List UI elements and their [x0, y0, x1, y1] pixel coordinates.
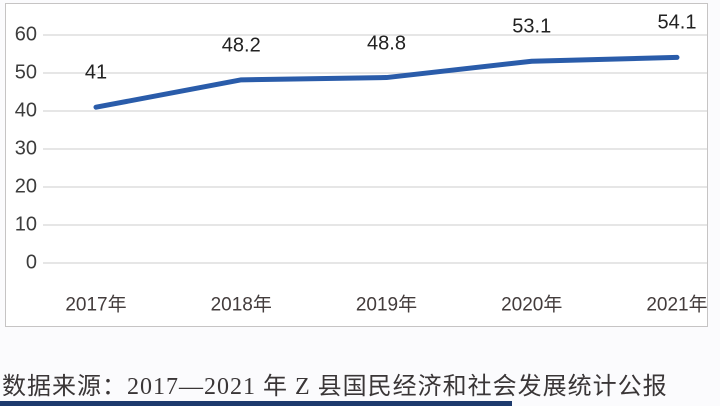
y-axis-tick-label: 0 [25, 251, 37, 274]
bottom-accent-bar [0, 401, 512, 406]
data-point-label: 41 [84, 61, 108, 84]
y-axis-tick-label: 30 [14, 137, 37, 160]
series-line [93, 54, 680, 110]
data-point-label: 53.1 [512, 15, 552, 38]
y-axis-tick-label: 10 [14, 213, 37, 236]
x-axis-category-label: 2019年 [355, 294, 418, 316]
data-point-label: 48.2 [221, 34, 261, 57]
data-point-label: 48.8 [367, 32, 406, 55]
y-axis-tick-label: 50 [14, 61, 37, 84]
x-axis-category-label: 2017年 [65, 294, 127, 316]
chart-plot-area [43, 34, 707, 264]
data-source-note: 数据来源：2017—2021 年 Z 县国民经济和社会发展统计公报 [2, 374, 668, 400]
x-axis-category-label: 2018年 [210, 294, 272, 316]
y-axis-tick-label: 60 [14, 23, 37, 46]
x-axis-category-label: 2021年 [646, 294, 708, 316]
line-chart: 0 10 20 30 40 50 60 41 48.2 48.8 53.1 54.1 2017年 2018… [5, 3, 708, 327]
x-axis-category-label: 2020年 [501, 294, 563, 316]
data-point-label: 54.1 [657, 11, 697, 34]
y-axis-tick-label: 40 [14, 99, 37, 122]
y-axis-tick-label: 20 [14, 175, 37, 198]
